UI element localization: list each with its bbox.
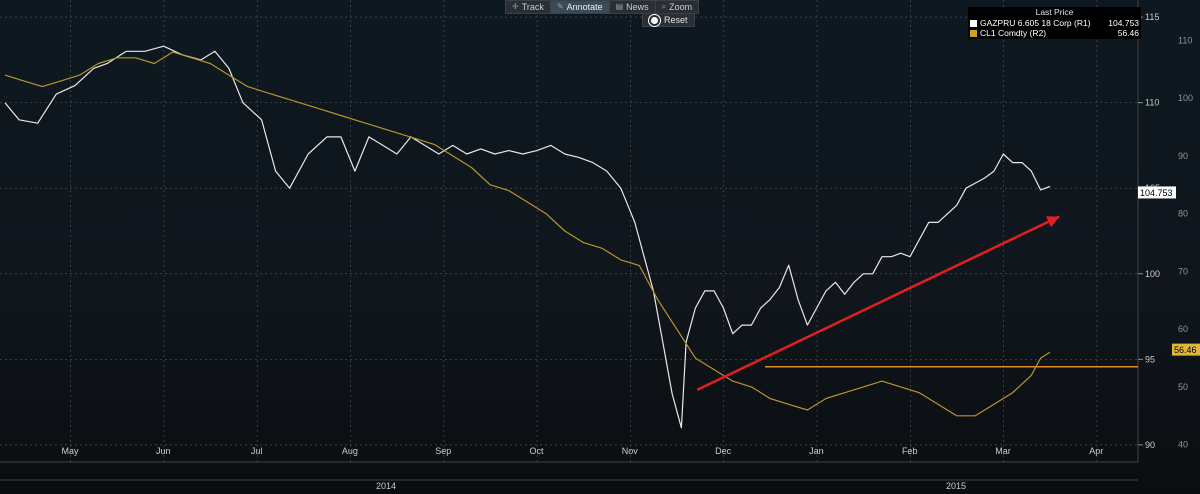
annotate-button[interactable]: ✎ Annotate bbox=[550, 1, 610, 13]
annotation-layer bbox=[696, 215, 1138, 391]
r1-tick-label: 100 bbox=[1145, 269, 1160, 279]
x-tick-label: Jan bbox=[809, 446, 824, 456]
magnifier-icon: ⌕ bbox=[661, 2, 667, 11]
r1-tick-label: 115 bbox=[1145, 12, 1159, 22]
r1-last-value-label: 104.753 bbox=[1140, 188, 1173, 198]
gazpru-series-line bbox=[4, 45, 1051, 429]
track-button[interactable]: ✛ Track bbox=[506, 1, 551, 13]
r1-axis-ticks: 9095100105110115 bbox=[1138, 12, 1160, 450]
r1-last-value-box bbox=[1138, 186, 1176, 199]
r2-tick-label: 90 bbox=[1178, 151, 1188, 161]
r1-tick-label: 90 bbox=[1145, 440, 1155, 450]
legend-series-value: 56.46 bbox=[1117, 28, 1139, 38]
x-tick-label: Oct bbox=[529, 446, 544, 456]
legend-entry-cl1: CL1 Comdty (R2) 56.46 bbox=[968, 28, 1141, 38]
reset-icon bbox=[649, 14, 660, 26]
year-label: 2014 bbox=[376, 481, 396, 491]
r2-last-value-box bbox=[1172, 343, 1200, 356]
trend-arrow-line bbox=[696, 215, 1060, 391]
legend-swatch bbox=[970, 29, 977, 37]
legend: Last Price GAZPRU 6.605 18 Corp (R1) 104… bbox=[968, 7, 1141, 39]
r2-axis-ticks: 40 50 60 70 80 90 100 110 bbox=[1178, 35, 1193, 449]
reset-label: Reset bbox=[664, 15, 688, 25]
news-icon: ▤ bbox=[615, 2, 624, 11]
legend-series-value: 104.753 bbox=[1108, 18, 1139, 28]
r2-tick-label: 60 bbox=[1178, 324, 1188, 334]
x-tick-label: Jun bbox=[156, 446, 171, 456]
zoom-button[interactable]: ⌕ Zoom bbox=[656, 1, 699, 13]
r2-tick-label: 110 bbox=[1178, 35, 1192, 45]
reset-button[interactable]: Reset bbox=[642, 13, 695, 27]
r2-tick-label: 80 bbox=[1178, 209, 1188, 219]
r2-tick-label: 40 bbox=[1178, 440, 1188, 450]
last-value-labels: 104.753 56.46 bbox=[1138, 186, 1200, 356]
grid-lines bbox=[0, 0, 1138, 462]
crosshair-icon: ✛ bbox=[512, 2, 519, 11]
legend-series-name: GAZPRU 6.605 18 Corp (R1) bbox=[980, 18, 1091, 28]
x-axis-ticks: May Jun Jul Aug Sep Oct Nov Dec Jan Feb Mar Apr 2014… bbox=[0, 446, 1138, 491]
x-tick-label: Feb bbox=[902, 446, 918, 456]
r1-tick-label: 95 bbox=[1145, 354, 1155, 364]
r2-tick-label: 70 bbox=[1178, 266, 1188, 276]
series-layer bbox=[4, 45, 1051, 429]
x-tick-label: Jul bbox=[251, 446, 263, 456]
year-label: 2015 bbox=[946, 481, 966, 491]
r2-last-value-label: 56.46 bbox=[1174, 345, 1197, 355]
zoom-label: Zoom bbox=[669, 2, 693, 12]
x-tick-label: Sep bbox=[435, 446, 451, 456]
r2-tick-label: 100 bbox=[1178, 93, 1193, 103]
news-button[interactable]: ▤ News bbox=[610, 1, 656, 13]
x-tick-label: Dec bbox=[715, 446, 732, 456]
x-tick-label: Aug bbox=[342, 446, 358, 456]
x-tick-label: Nov bbox=[622, 446, 639, 456]
chart-toolbar: ✛ Track ✎ Annotate ▤ News ⌕ Zoom bbox=[505, 0, 700, 14]
r2-tick-label: 50 bbox=[1178, 382, 1188, 392]
x-tick-label: Mar bbox=[995, 446, 1011, 456]
pencil-icon: ✎ bbox=[556, 2, 564, 11]
legend-entry-gazpru: GAZPRU 6.605 18 Corp (R1) 104.753 bbox=[968, 18, 1141, 28]
x-tick-label: May bbox=[61, 446, 79, 456]
legend-title: Last Price bbox=[1035, 7, 1074, 17]
legend-swatch bbox=[970, 19, 977, 27]
news-label: News bbox=[626, 2, 649, 12]
cl1-series-line bbox=[4, 51, 1051, 417]
legend-series-name: CL1 Comdty (R2) bbox=[980, 28, 1047, 38]
r1-tick-label: 110 bbox=[1145, 98, 1159, 108]
x-tick-label: Apr bbox=[1089, 446, 1103, 456]
track-label: Track bbox=[521, 2, 544, 12]
annotate-label: Annotate bbox=[566, 2, 603, 12]
trend-arrow-head bbox=[1045, 216, 1060, 228]
